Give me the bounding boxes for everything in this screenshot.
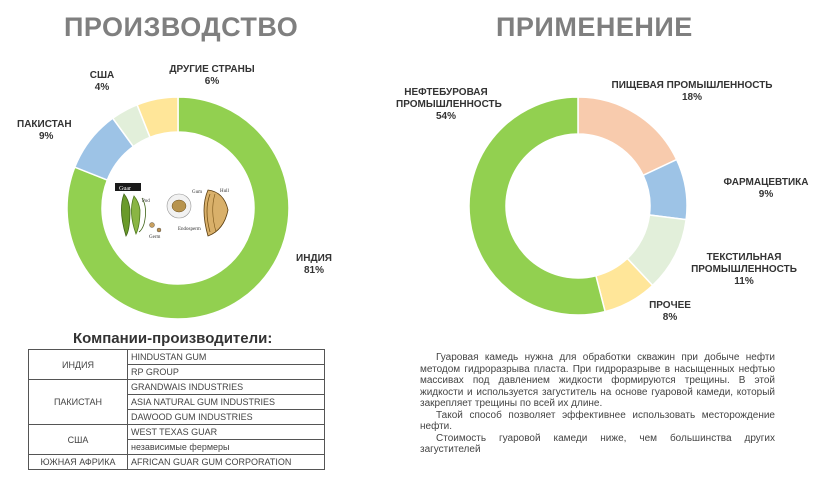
germ-label: Germ — [149, 235, 160, 240]
guar-tag-label: Guar — [119, 186, 131, 192]
pod-label: Pod — [142, 199, 150, 204]
label-textile-line2: ПРОМЫШЛЕННОСТЬ — [691, 264, 797, 275]
label-usa: США 4% — [84, 70, 120, 94]
table-row: ИНДИЯ HINDUSTAN GUM — [28, 349, 325, 380]
label-oil-line1: НЕФТЕБУРОВАЯ — [404, 87, 488, 98]
country-cell: ИНДИЯ — [28, 349, 128, 380]
label-pakistan: ПАКИСТАН 9% — [17, 119, 72, 143]
country-cell: США — [28, 424, 128, 455]
description-paragraph-1: Гуаровая камедь нужна для обработки сква… — [420, 352, 775, 409]
companies-heading: Компании-производители: — [73, 330, 273, 347]
company-cell: DAWOOD GUM INDUSTRIES — [127, 409, 325, 425]
donut-slice-0 — [66, 96, 290, 320]
company-cell: HINDUSTAN GUM — [127, 349, 325, 365]
company-cell: GRANDWAIS INDUSTRIES — [127, 379, 325, 395]
label-pakistan-pct: 9% — [39, 131, 54, 142]
label-other-countries: ДРУГИЕ СТРАНЫ 6% — [164, 64, 260, 88]
label-food-pct: 18% — [681, 92, 702, 103]
company-cell: ASIA NATURAL GUM INDUSTRIES — [127, 394, 325, 410]
label-misc-name: ПРОЧЕЕ — [649, 300, 691, 311]
label-food-name: ПИЩЕВАЯ ПРОМЫШЛЕННОСТЬ — [611, 80, 773, 91]
label-textile-pct: 11% — [734, 276, 754, 287]
description-paragraph-3: Стоимость гуаровой камеди ниже, чем боль… — [420, 432, 775, 456]
label-textile: ТЕКСТИЛЬНАЯ ПРОМЫШЛЕННОСТЬ 11% — [684, 252, 804, 288]
table-row: ПАКИСТАН GRANDWAIS INDUSTRIES — [28, 379, 325, 425]
donut-slice-0 — [577, 96, 678, 177]
table-row: США WEST TEXAS GUAR — [28, 424, 325, 455]
description-paragraph-2: Такой способ позволяет эффективнее испол… — [420, 409, 775, 433]
label-pakistan-name: ПАКИСТАН — [17, 119, 72, 130]
application-donut-chart — [468, 96, 688, 316]
label-oil-pct: 54% — [435, 111, 456, 122]
production-title: ПРОИЗВОДСТВО — [64, 12, 299, 42]
guar-seed-illustration: Guar Pod Germ Gum Endosperm Hull — [112, 180, 234, 242]
description-text: Гуаровая камедь нужна для обработки сква… — [420, 352, 775, 456]
hull-label: Hull — [220, 189, 230, 194]
company-cell: WEST TEXAS GUAR — [127, 424, 325, 440]
label-oil-line2: ПРОМЫШЛЕННОСТЬ — [396, 99, 502, 110]
label-usa-name: США — [89, 70, 115, 81]
label-pharma-name: ФАРМАЦЕВТИКА — [723, 177, 809, 188]
application-title: ПРИМЕНЕНИЕ — [496, 12, 693, 42]
label-other-name: ДРУГИЕ СТРАНЫ — [169, 64, 255, 75]
donut-slice-4 — [468, 96, 607, 316]
table-row: ЮЖНАЯ АФРИКА AFRICAN GUAR GUM CORPORATIO… — [28, 454, 325, 470]
label-usa-pct: 4% — [94, 82, 110, 93]
donut-slice-3 — [136, 96, 179, 139]
label-textile-line1: ТЕКСТИЛЬНАЯ — [706, 252, 782, 263]
label-pharma-pct: 9% — [758, 189, 774, 200]
label-food-industry: ПИЩЕВАЯ ПРОМЫШЛЕННОСТЬ 18% — [604, 80, 780, 104]
company-cell: независимые фермеры — [127, 439, 325, 455]
label-misc-pct: 8% — [662, 312, 678, 323]
endosperm-label: Endosperm — [178, 227, 201, 232]
label-misc: ПРОЧЕЕ 8% — [640, 300, 700, 324]
label-oil-industry: НЕФТЕБУРОВАЯ ПРОМЫШЛЕННОСТЬ 54% — [396, 87, 502, 123]
label-pharma: ФАРМАЦЕВТИКА 9% — [718, 177, 814, 201]
gum-label: Gum — [192, 190, 202, 195]
label-india-name: ИНДИЯ — [296, 253, 332, 264]
company-cell: AFRICAN GUAR GUM CORPORATION — [127, 454, 325, 470]
production-donut-chart — [66, 96, 290, 320]
label-india: ИНДИЯ 81% — [292, 253, 336, 277]
companies-table: ИНДИЯ HINDUSTAN GUM RP GROUP ПАКИСТАН GR… — [28, 349, 325, 470]
label-other-pct: 6% — [204, 76, 220, 87]
company-cell: RP GROUP — [127, 364, 325, 380]
label-india-pct: 81% — [303, 265, 324, 276]
country-cell: ПАКИСТАН — [28, 379, 128, 425]
country-cell: ЮЖНАЯ АФРИКА — [28, 454, 128, 470]
